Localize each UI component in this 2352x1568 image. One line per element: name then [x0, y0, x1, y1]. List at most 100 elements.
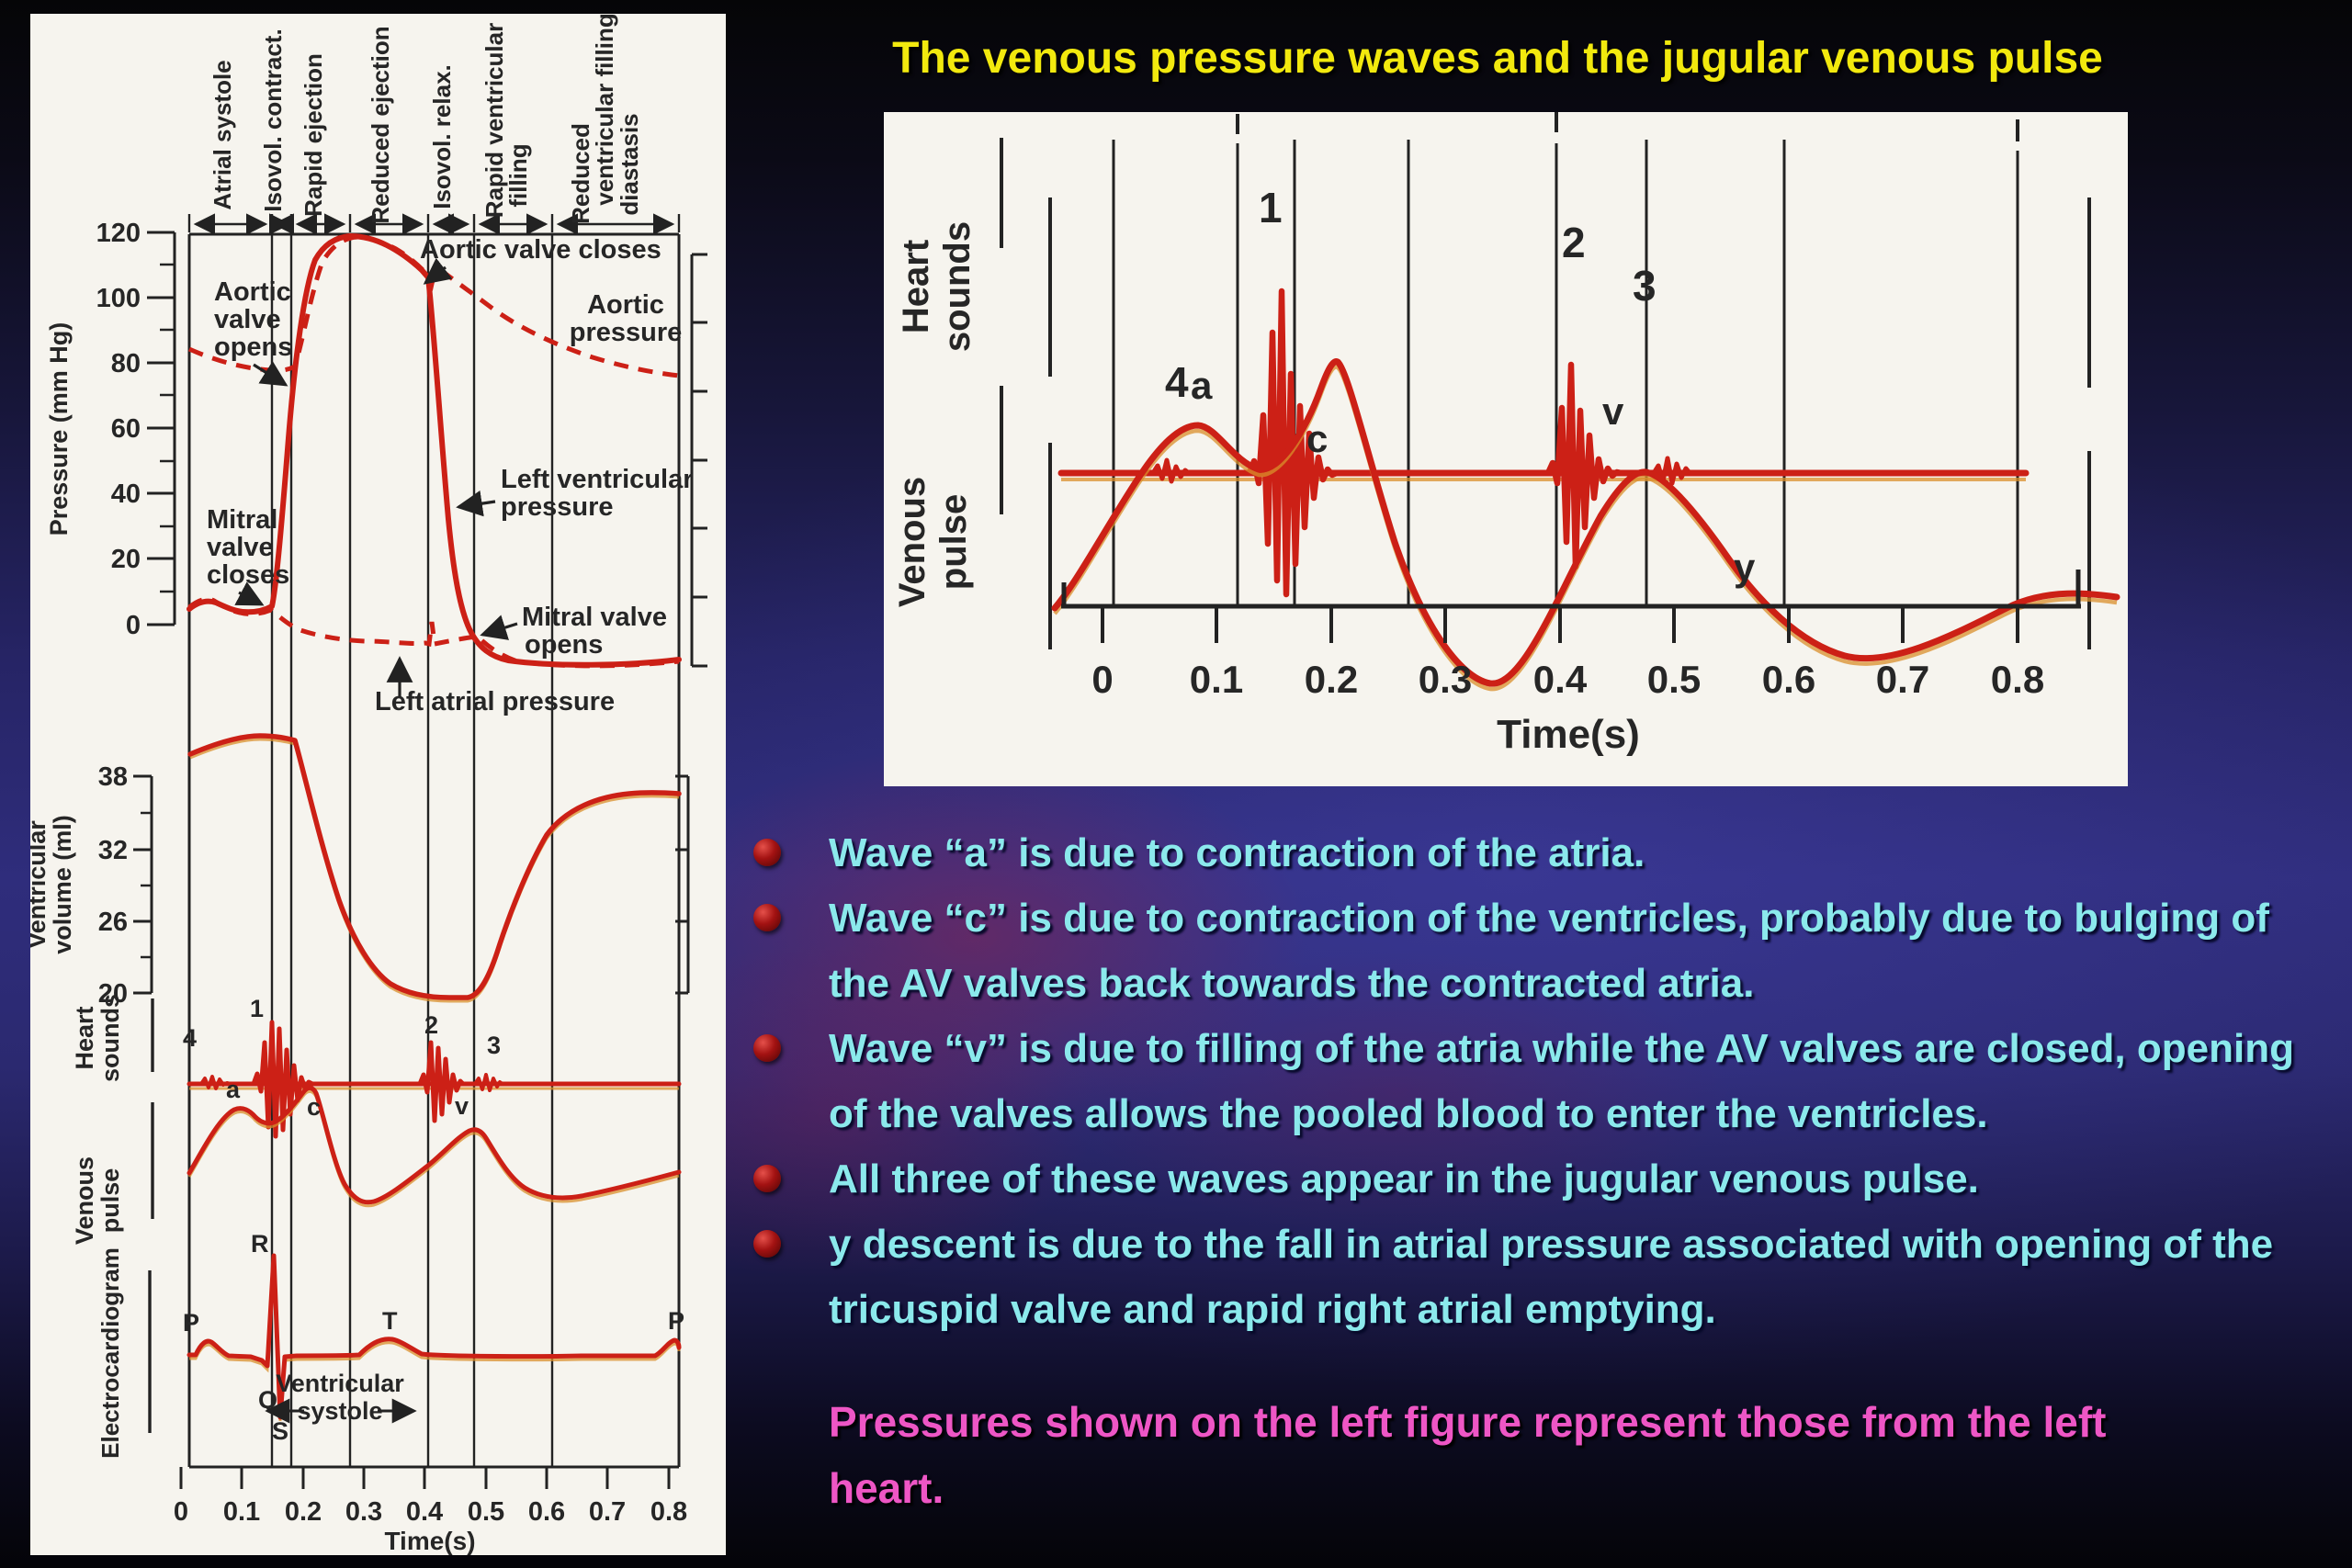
ventricular-systole-label: Ventricular — [276, 1370, 404, 1397]
pressure-annotations: Aortic valve closes Aortic pressure Aort… — [207, 235, 694, 716]
pressure-tick-label: 40 — [111, 479, 141, 509]
time-tick-label: 0.2 — [285, 1497, 322, 1527]
venous-pulse-label: Venous — [71, 1156, 98, 1245]
sound-number: 1 — [1259, 184, 1283, 231]
venous-pulse-label: pulse — [933, 494, 974, 590]
jvp-gridlines — [1000, 112, 2091, 649]
bullet-item-text: All three of these waves appear in the j… — [829, 1156, 1979, 1201]
pressure-tick-label: 20 — [111, 545, 141, 574]
sound-number: 2 — [424, 1011, 438, 1039]
venous-pulse-curve — [187, 1085, 682, 1205]
ecg-letter: T — [382, 1307, 398, 1335]
wave-letter: y — [1734, 546, 1756, 589]
jvp-diagram: Heart sounds Venous pulse 4 1 2 3 a — [892, 112, 2120, 757]
pressure-axis: 120 100 80 60 40 20 0 Pressure (mm Hg) — [45, 219, 707, 668]
jvp-venous-curve — [1051, 358, 2120, 687]
time-tick-label: 0.1 — [223, 1497, 260, 1527]
volume-axis-label: Ventricular — [30, 820, 51, 949]
bullet-item: Wave “c” is due to contraction of the ve… — [741, 886, 2335, 1016]
phase-label: filling — [504, 143, 532, 207]
aortic-valve-opens-label: opens — [214, 333, 292, 362]
time-tick-label: 0 — [1091, 658, 1113, 701]
bullet-marker-icon — [753, 1165, 781, 1192]
pressure-tick-label: 80 — [111, 349, 141, 378]
bullet-marker-icon — [753, 839, 781, 866]
left-atrial-pressure-label: Left atrial pressure — [375, 687, 615, 716]
bullet-item: y descent is due to the fall in atrial p… — [741, 1212, 2335, 1342]
volume-tick-label: 26 — [98, 908, 128, 937]
aortic-valve-closes-label: Aortic valve closes — [420, 235, 662, 265]
wiggers-diagram: Atrial systole Isovol. contract. Rapid e… — [30, 14, 707, 1555]
jvp-time-axis: 0 0.1 0.2 0.3 0.4 0.5 0.6 0.7 0.8 Time(s… — [1061, 570, 2081, 757]
bullet-item-text: Wave “a” is due to contraction of the at… — [829, 830, 1645, 875]
phase-label: Isovol. contract. — [259, 28, 287, 211]
ecg-label: Electrocardiogram — [96, 1247, 124, 1459]
wave-letter: a — [226, 1076, 241, 1103]
bullet-marker-icon — [753, 1230, 781, 1258]
phase-label: Rapid ejection — [300, 53, 327, 217]
phase-label: Reduced ejection — [367, 26, 394, 223]
heart-sounds-label: Heart — [896, 240, 936, 333]
plot-frame — [187, 232, 681, 1469]
phase-gridlines — [270, 234, 554, 1467]
phase-label: ventricular filling — [591, 14, 618, 206]
bullet-marker-icon — [753, 1034, 781, 1062]
ecg-letter: P — [668, 1307, 684, 1335]
phase-label: Reduced — [567, 123, 594, 224]
aortic-valve-opens-label: Aortic — [214, 277, 291, 307]
ecg-curve — [187, 1253, 682, 1420]
phase-label: Atrial systole — [209, 60, 236, 209]
pressure-tick-label: 100 — [96, 284, 141, 313]
time-tick-label: 0.8 — [650, 1497, 687, 1527]
time-tick-label: 0.5 — [1647, 658, 1701, 701]
volume-axis-label: volume (ml) — [49, 815, 76, 954]
heart-sounds-label: sounds — [96, 994, 124, 1082]
wave-letter: a — [1191, 364, 1213, 407]
time-tick-label: 0.3 — [345, 1497, 382, 1527]
aortic-pressure-label: Aortic — [587, 290, 664, 320]
sound-number: 3 — [1633, 262, 1657, 310]
wave-letter: v — [455, 1092, 469, 1120]
pressure-axis-label: Pressure (mm Hg) — [45, 322, 73, 536]
phase-labels: Atrial systole Isovol. contract. Rapid e… — [209, 14, 643, 224]
time-tick-label: 0.8 — [1991, 658, 2044, 701]
time-tick-label: 0.6 — [528, 1497, 565, 1527]
phase-arrow-row — [187, 213, 681, 235]
time-tick-label: 0.1 — [1190, 658, 1243, 701]
phase-label: Rapid ventricular — [481, 23, 508, 218]
bullet-item: Wave “a” is due to contraction of the at… — [741, 820, 2335, 886]
jvp-venous-pulse: a c v y — [1051, 358, 2120, 692]
pressure-tick-label: 60 — [111, 414, 141, 444]
heart-sounds-label: Heart — [71, 1006, 98, 1069]
time-tick-label: 0.2 — [1305, 658, 1358, 701]
sound-number: 2 — [1562, 219, 1586, 266]
time-tick-label: 0.5 — [468, 1497, 504, 1527]
note-text: Pressures shown on the left figure repre… — [829, 1398, 2107, 1512]
bullet-item-text: Wave “c” is due to contraction of the ve… — [829, 896, 2269, 1006]
bullet-list: Wave “a” is due to contraction of the at… — [741, 820, 2335, 1342]
mitral-valve-opens-label: opens — [525, 630, 603, 660]
sound-number: 4 — [183, 1024, 197, 1052]
wave-letter: c — [1306, 417, 1328, 460]
aortic-valve-opens-label: valve — [214, 305, 281, 334]
volume-tick-label: 38 — [98, 762, 128, 792]
mitral-valve-closes-label: closes — [207, 560, 289, 590]
time-tick-label: 0.4 — [406, 1497, 443, 1527]
bullet-item-text: y descent is due to the fall in atrial p… — [829, 1222, 2274, 1332]
volume-section: 38 32 26 20 Ventricular volume (ml) — [30, 733, 690, 1009]
left-ventricular-pressure-curve — [187, 233, 682, 668]
left-ventricular-pressure-label: pressure — [501, 492, 614, 522]
time-axis-label: Time(s) — [1497, 712, 1640, 757]
wave-letter: v — [1602, 389, 1624, 433]
bullet-marker-icon — [753, 904, 781, 931]
phase-label: diastasis — [616, 113, 643, 215]
pressure-tick-label: 0 — [126, 611, 141, 640]
wave-letter: c — [307, 1093, 321, 1121]
time-tick-label: 0 — [174, 1497, 188, 1527]
time-tick-label: 0.4 — [1533, 658, 1588, 701]
venous-pulse-section: Venous pulse a c v — [71, 1076, 682, 1245]
mitral-valve-opens-label: Mitral valve — [522, 603, 667, 632]
aortic-pressure-label: pressure — [570, 318, 683, 347]
mitral-valve-closes-label: Mitral — [207, 505, 277, 535]
